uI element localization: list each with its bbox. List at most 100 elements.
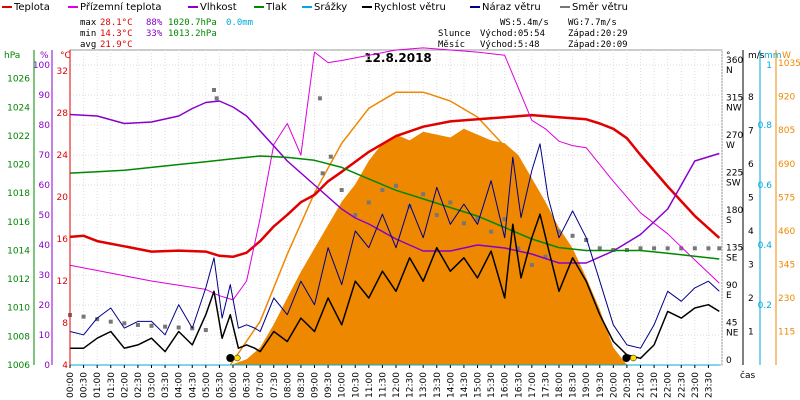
sunrise-marker — [226, 354, 235, 362]
x-tick-label: 13:30 — [433, 372, 443, 398]
x-tick-label: 22:00 — [664, 372, 674, 398]
stats-min-label: min — [80, 29, 96, 39]
direction-tick-label: 360 — [726, 56, 743, 66]
pressure-tick-label: 1016 — [7, 218, 30, 228]
rain-tick-label: 0.4 — [758, 241, 773, 251]
info-block: WS:5.4m/s WG:7.7m/s Slunce Východ:05:54 … — [438, 18, 628, 50]
wind-direction-point — [328, 154, 333, 159]
wind-direction-point — [320, 171, 325, 176]
wind-direction-point — [203, 328, 208, 332]
info-moon-label: Měsíc — [438, 40, 465, 50]
direction-tick-name: N — [726, 66, 733, 76]
x-tick-label: 03:30 — [161, 372, 171, 398]
pressure-tick-label: 1024 — [7, 103, 30, 113]
wind-direction-point — [211, 88, 216, 92]
wind-direction-point — [434, 213, 439, 217]
chart-title: 12.8.2018 — [364, 51, 432, 65]
stats-min-hum: 33% — [146, 29, 163, 39]
humidity-tick-label: 80 — [39, 121, 51, 131]
legend-label-0: Teplota — [13, 2, 50, 13]
rain-tick-label: 0.6 — [758, 181, 773, 191]
humidity-axis-label: % — [40, 51, 49, 61]
wind-direction-point — [706, 246, 711, 251]
wind-tick-label: 7 — [748, 126, 754, 136]
direction-tick-label: 135 — [726, 244, 743, 254]
x-tick-label: 00:00 — [66, 372, 76, 398]
x-tick-label: 11:00 — [365, 372, 375, 398]
temperature-tick-label: 8 — [62, 319, 68, 329]
x-tick-label: 17:00 — [528, 372, 538, 398]
humidity-tick-label: 90 — [39, 91, 51, 101]
legend-label-2: Vlhkost — [200, 2, 237, 13]
legend-label-3: Tlak — [265, 2, 287, 13]
direction-tick-label: 0 — [726, 356, 732, 366]
x-tick-label: 14:30 — [460, 372, 470, 398]
wind-direction-point — [475, 217, 480, 222]
sunset-sun-icon — [630, 354, 637, 362]
x-tick-label: 01:00 — [93, 372, 103, 398]
wind-direction-point — [81, 314, 86, 319]
wind-direction-point — [692, 246, 697, 251]
x-tick-label: 00:30 — [80, 372, 90, 398]
sunrise-sun-icon — [234, 354, 241, 362]
wind-direction-point — [543, 254, 548, 259]
wind-direction-point — [461, 221, 466, 226]
wind-tick-label: 8 — [748, 93, 754, 103]
humidity-tick-label: 100 — [33, 61, 50, 71]
wind-direction-point — [149, 323, 154, 328]
solar-axis-label: W — [782, 51, 791, 61]
wind-direction-point — [597, 246, 602, 251]
stats-block: max 28.1°C 88% 1020.7hPa 0.0mm min 14.3°… — [80, 18, 253, 50]
direction-axis-label: ° — [726, 51, 731, 61]
x-tick-label: 05:30 — [215, 372, 225, 398]
x-tick-label: 16:00 — [501, 372, 511, 398]
temperature-axis-label: °C — [60, 51, 71, 61]
wind-tick-label: 4 — [748, 227, 754, 237]
x-tick-label: 20:00 — [609, 372, 619, 398]
direction-tick-name: NW — [726, 104, 742, 114]
x-tick-label: 12:00 — [392, 372, 402, 398]
pressure-tick-label: 1022 — [7, 132, 30, 142]
direction-tick-name: E — [726, 291, 732, 301]
wind-axis-label: m/s — [748, 51, 765, 61]
legend-label-4: Srážky — [314, 1, 347, 13]
wind-direction-point — [366, 200, 371, 205]
stats-min-temp: 14.3°C — [100, 29, 133, 39]
x-tick-label: 10:00 — [338, 372, 348, 398]
x-tick-label: 19:00 — [582, 372, 592, 398]
x-tick-label: 04:00 — [175, 372, 185, 398]
direction-tick-name: S — [726, 216, 732, 226]
solar-tick-label: 230 — [778, 294, 795, 304]
humidity-tick-label: 30 — [39, 271, 51, 281]
wind-direction-point — [135, 323, 140, 327]
x-tick-label: 12:30 — [406, 372, 416, 398]
x-tick-label: 19:30 — [596, 372, 606, 398]
stats-max-hum: 88% — [146, 18, 163, 28]
info-sunrise: Východ:05:54 — [480, 29, 545, 39]
humidity-tick-label: 40 — [39, 241, 51, 251]
temperature-tick-label: 28 — [57, 109, 69, 119]
direction-tick-label: 90 — [726, 281, 738, 291]
info-sun-label: Slunce — [438, 29, 471, 39]
temperature-tick-label: 24 — [57, 151, 69, 161]
pressure-tick-label: 1012 — [7, 275, 30, 285]
wind-direction-point — [394, 183, 398, 188]
wind-direction-point — [108, 319, 113, 324]
x-tick-label: 16:30 — [514, 372, 524, 398]
series-line-1 — [69, 47, 720, 301]
legend-label-7: Směr větru — [572, 1, 628, 13]
humidity-tick-label: 0 — [44, 361, 50, 371]
temperature-tick-label: 4 — [62, 361, 68, 371]
legend-label-1: Přízemní teplota — [80, 1, 162, 13]
info-sunset: Západ:20:29 — [568, 29, 628, 39]
direction-tick-name: NE — [726, 329, 739, 339]
x-tick-label: 14:00 — [446, 372, 456, 398]
wind-direction-point — [584, 238, 589, 242]
x-tick-label: 06:00 — [229, 372, 239, 398]
x-tick-label: 08:00 — [283, 372, 293, 398]
solar-tick-label: 920 — [778, 93, 795, 103]
rain-axis-label: mm — [764, 51, 782, 61]
x-tick-label: 15:30 — [487, 372, 497, 398]
x-tick-label: 20:30 — [623, 372, 633, 398]
